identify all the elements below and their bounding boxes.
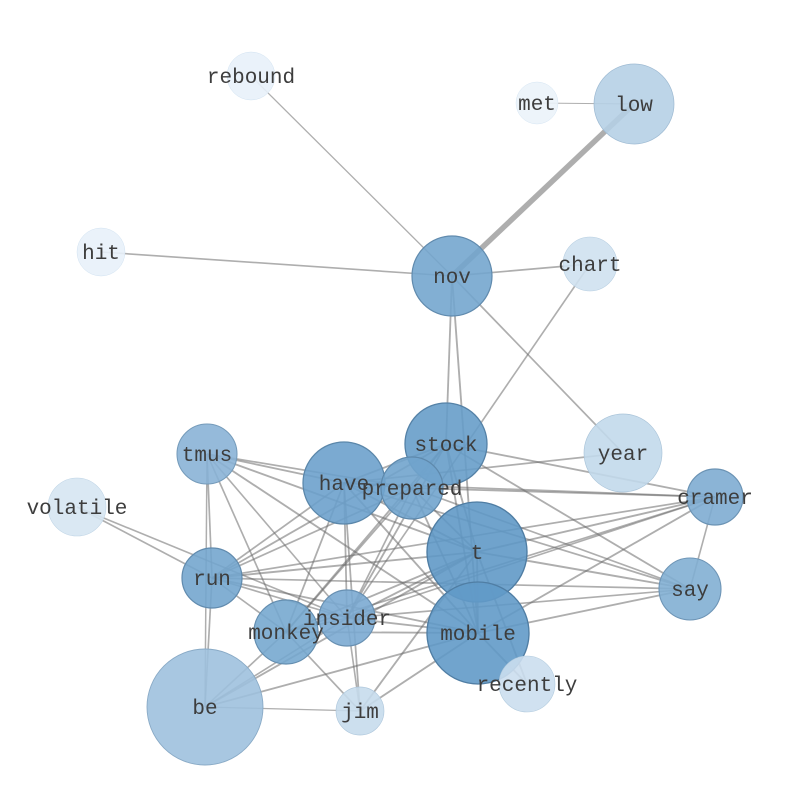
svg-text:year: year xyxy=(598,444,648,467)
svg-text:rebound: rebound xyxy=(207,67,295,90)
svg-text:low: low xyxy=(615,95,653,118)
svg-text:mobile: mobile xyxy=(440,624,516,647)
svg-text:recently: recently xyxy=(477,675,578,698)
svg-text:prepared: prepared xyxy=(362,479,463,502)
svg-text:met: met xyxy=(518,94,556,117)
svg-text:hit: hit xyxy=(82,243,120,266)
svg-text:nov: nov xyxy=(433,267,471,290)
svg-text:run: run xyxy=(193,569,231,592)
svg-text:be: be xyxy=(192,698,217,721)
svg-text:t: t xyxy=(471,543,484,566)
svg-text:cramer: cramer xyxy=(677,488,753,511)
svg-text:volatile: volatile xyxy=(27,498,128,521)
svg-text:jim: jim xyxy=(341,702,379,725)
svg-text:insider: insider xyxy=(303,609,391,632)
svg-text:chart: chart xyxy=(558,255,621,278)
svg-text:tmus: tmus xyxy=(182,445,232,468)
svg-text:stock: stock xyxy=(414,435,477,458)
svg-text:say: say xyxy=(671,580,709,603)
